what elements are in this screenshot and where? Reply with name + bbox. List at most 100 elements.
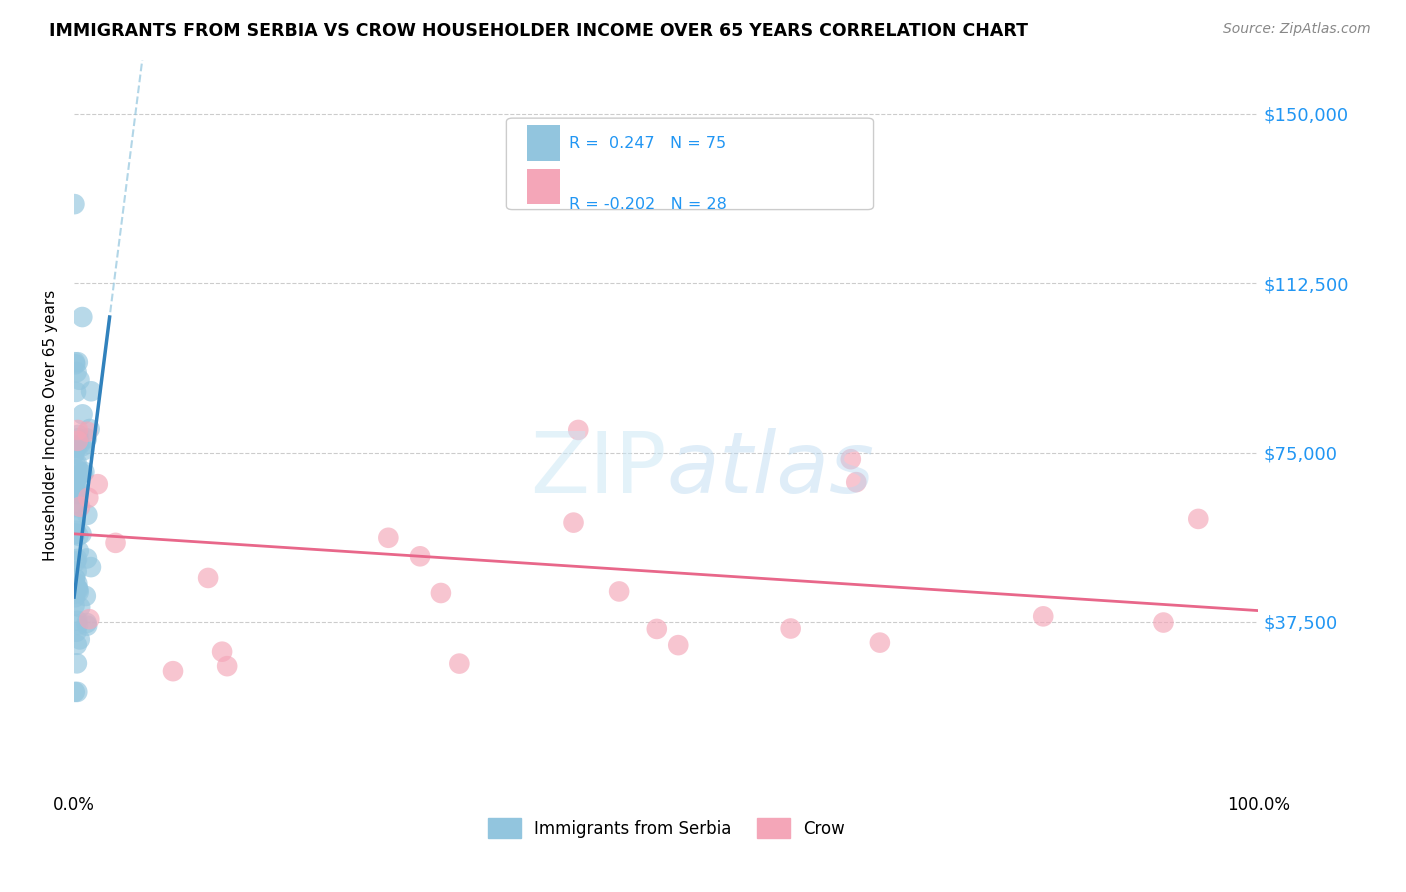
Point (65, 526, 87, 541)
Point (66, 456, 89, 470)
Point (65, 624, 87, 639)
Point (409, 549, 432, 564)
Text: IMMIGRANTS FROM SERBIA VS CROW HOUSEHOLDER INCOME OVER 65 YEARS CORRELATION CHAR: IMMIGRANTS FROM SERBIA VS CROW HOUSEHOLD… (49, 22, 1028, 40)
Point (63, 480, 86, 494)
Point (66, 423, 89, 437)
Point (67, 438, 90, 452)
Point (63, 571, 86, 585)
Point (69, 500, 91, 514)
Point (869, 635, 891, 649)
Point (1187, 512, 1209, 526)
Point (66, 469, 89, 483)
Point (779, 622, 801, 636)
Point (65, 497, 87, 511)
Point (70, 466, 93, 480)
Point (63, 485, 86, 500)
Point (65, 365, 87, 379)
Point (63, 447, 86, 461)
Point (73, 465, 96, 479)
Text: Source: ZipAtlas.com: Source: ZipAtlas.com (1223, 22, 1371, 37)
Point (66, 552, 89, 566)
Point (72, 408, 94, 422)
Point (67, 428, 90, 442)
Point (63, 516, 86, 530)
Point (65, 500, 87, 515)
Point (80, 384, 103, 399)
Point (65, 458, 87, 473)
Point (63, 526, 86, 541)
Point (567, 423, 589, 437)
Point (76, 425, 98, 439)
Point (67, 529, 90, 543)
Legend: Immigrants from Serbia, Crow: Immigrants from Serbia, Crow (481, 812, 852, 845)
Point (65, 487, 87, 501)
Point (845, 475, 868, 490)
Point (65, 474, 87, 488)
Point (104, 536, 127, 550)
Point (77, 491, 100, 505)
Point (67, 431, 90, 445)
Point (67, 582, 90, 597)
Point (66, 685, 89, 699)
Point (162, 664, 184, 678)
Bar (526, 126, 560, 161)
Point (75, 589, 97, 603)
Point (66, 565, 89, 579)
Point (1032, 609, 1054, 624)
Point (66, 482, 89, 496)
Point (72, 310, 94, 324)
Point (79, 422, 101, 436)
Point (66, 480, 89, 494)
Point (63, 355, 86, 369)
Point (65, 384, 87, 399)
Point (76, 432, 98, 446)
Point (63, 685, 86, 699)
Point (65, 515, 87, 529)
Point (80, 560, 103, 574)
Point (63, 591, 86, 605)
Point (645, 622, 668, 636)
Point (63, 357, 86, 371)
Point (211, 645, 233, 659)
Bar (526, 169, 560, 204)
Point (65, 497, 87, 511)
Point (66, 582, 89, 596)
Point (430, 586, 453, 600)
Point (66, 614, 89, 628)
FancyBboxPatch shape (506, 118, 873, 210)
Point (377, 531, 399, 545)
Point (70, 527, 93, 541)
Point (839, 452, 862, 467)
Point (65, 554, 87, 568)
Point (66, 576, 89, 591)
Point (76, 615, 98, 630)
Point (66, 618, 89, 632)
Y-axis label: Householder Income Over 65 years: Householder Income Over 65 years (44, 290, 58, 561)
Text: ZIP: ZIP (530, 428, 666, 511)
Point (66, 463, 89, 477)
Point (63, 599, 86, 613)
Point (65, 485, 87, 500)
Point (65, 581, 87, 595)
Point (79, 612, 101, 626)
Point (73, 443, 96, 458)
Point (65, 524, 87, 538)
Point (66, 657, 89, 671)
Point (69, 632, 91, 647)
Point (666, 638, 689, 652)
Point (72, 467, 94, 481)
Point (76, 508, 98, 522)
Point (63, 583, 86, 598)
Text: R =  0.247   N = 75: R = 0.247 N = 75 (569, 136, 727, 151)
Point (67, 585, 90, 599)
Text: R = -0.202   N = 28: R = -0.202 N = 28 (569, 197, 727, 212)
Point (1152, 615, 1174, 630)
Point (87, 477, 110, 491)
Point (562, 516, 585, 530)
Point (63, 197, 86, 211)
Point (66, 355, 89, 369)
Point (217, 659, 239, 673)
Point (67, 544, 90, 558)
Point (66, 434, 89, 448)
Point (65, 441, 87, 455)
